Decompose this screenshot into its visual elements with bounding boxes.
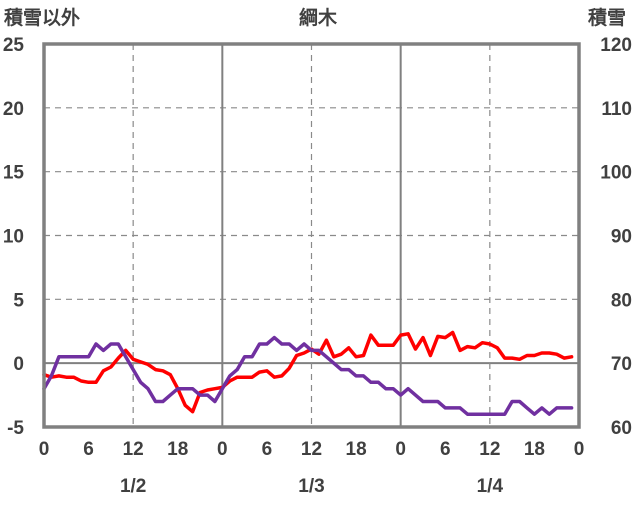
grid-lines <box>44 44 579 427</box>
x-tick-label: 12 <box>123 439 144 460</box>
x-tick-label: 6 <box>440 439 451 460</box>
x-tick-label: 0 <box>217 439 228 460</box>
left-tick-label: -5 <box>7 418 24 439</box>
axis-labels: 積雪以外 綱木 積雪 <box>4 6 626 29</box>
left-tick-label: 25 <box>3 35 25 56</box>
date-label: 1/2 <box>120 476 146 497</box>
x-tick-label: 6 <box>262 439 273 460</box>
right-tick-label: 90 <box>611 227 632 248</box>
date-label: 1/3 <box>298 476 324 497</box>
right-tick-label: 80 <box>611 290 632 311</box>
plot-area-frame <box>42 42 581 429</box>
x-tick-label: 12 <box>479 439 500 460</box>
x-tick-label: 0 <box>395 439 406 460</box>
x-tick-label: 6 <box>83 439 94 460</box>
x-tick-label: 18 <box>524 439 545 460</box>
x-tick-label: 0 <box>39 439 50 460</box>
left-tick-label: 0 <box>13 354 24 375</box>
x-tick-label: 18 <box>346 439 367 460</box>
x-tick-label: 0 <box>574 439 585 460</box>
snow-depth-series-line <box>42 335 574 416</box>
left-axis-label: 積雪以外 <box>4 6 80 29</box>
left-tick-label: 15 <box>3 163 25 184</box>
right-tick-label: 70 <box>611 354 632 375</box>
right-tick-label: 100 <box>600 163 632 184</box>
right-axis-label: 積雪 <box>588 6 626 29</box>
left-tick-label: 20 <box>3 99 24 120</box>
series-lines <box>42 330 574 416</box>
right-tick-label: 120 <box>600 35 632 56</box>
x-tick-label: 12 <box>301 439 322 460</box>
right-tick-label: 110 <box>601 99 632 120</box>
left-tick-label: 10 <box>3 227 24 248</box>
chart-title: 綱木 <box>299 6 338 29</box>
non-snow-series-line <box>42 330 574 414</box>
x-tick-label: 18 <box>167 439 188 460</box>
left-tick-label: 5 <box>13 290 24 311</box>
right-tick-label: 60 <box>611 418 632 439</box>
date-label: 1/4 <box>477 476 504 497</box>
